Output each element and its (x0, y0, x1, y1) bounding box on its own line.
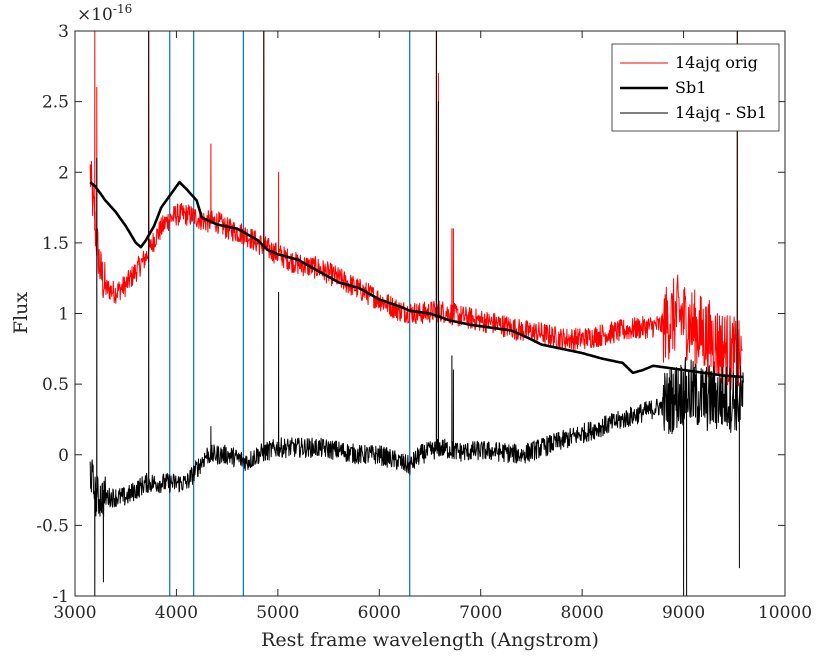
y-tick-label: 1.5 (42, 234, 69, 254)
x-tick-label: 9000 (662, 603, 705, 623)
x-tick-label: 8000 (561, 603, 604, 623)
y-tick-label: 0.5 (42, 375, 69, 395)
y-tick-label: 2 (58, 163, 69, 183)
x-tick-label: 3000 (53, 603, 96, 623)
y-exponent-label: ×10-16 (77, 2, 132, 25)
x-tick-label: 5000 (256, 603, 299, 623)
legend-label-orig: 14ajq orig (675, 53, 758, 72)
legend: 14ajq orig Sb1 14ajq - Sb1 (611, 43, 780, 132)
series-group (89, 31, 744, 596)
x-axis-ticks: 3000 4000 5000 6000 7000 8000 9000 10000 (53, 31, 812, 623)
x-tick-label: 4000 (155, 603, 198, 623)
x-tick-label: 7000 (459, 603, 502, 623)
y-tick-label: 1 (58, 305, 69, 325)
y-tick-label: -0.5 (36, 516, 69, 536)
y-axis-ticks: -1 -0.5 0 0.5 1 1.5 2 2.5 3 (36, 22, 785, 607)
legend-label-sb1: Sb1 (675, 78, 706, 97)
y-tick-label: -1 (52, 587, 69, 607)
x-tick-label: 10000 (758, 603, 812, 623)
x-axis-title: Rest frame wavelength (Angstrom) (261, 629, 599, 651)
y-tick-label: 2.5 (42, 93, 69, 113)
legend-label-diff: 14ajq - Sb1 (675, 103, 767, 122)
y-tick-label: 3 (58, 22, 69, 42)
series-line-2 (89, 31, 744, 596)
series-line-0 (89, 31, 743, 395)
series-line-1 (89, 180, 744, 379)
y-tick-label: 0 (58, 446, 69, 466)
y-axis-title: Flux (10, 292, 32, 334)
x-tick-label: 6000 (358, 603, 401, 623)
